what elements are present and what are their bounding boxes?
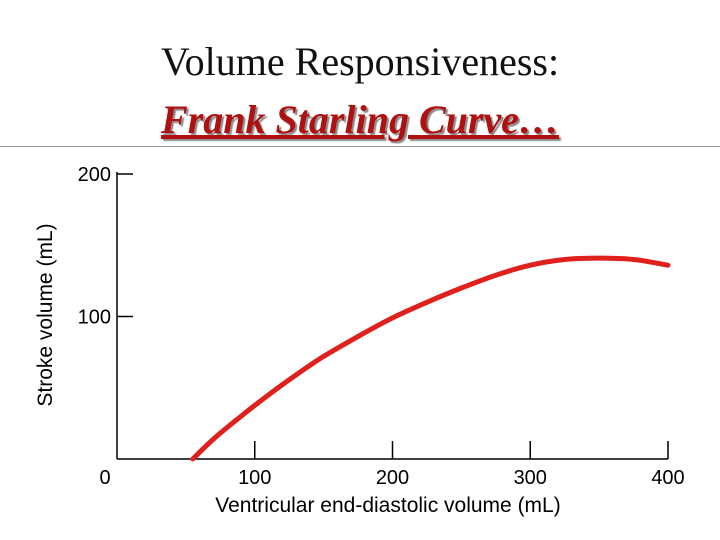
- origin-label: 0: [99, 467, 110, 489]
- y-axis-label: Stroke volume (mL): [34, 223, 57, 406]
- slide-title: Volume Responsiveness:: [160, 39, 560, 84]
- y-ticks: 100 200: [78, 164, 133, 329]
- series-line-stroke-volume: [190, 255, 671, 462]
- x-tick-label: 100: [238, 467, 271, 489]
- y-tick-label: 100: [78, 307, 111, 329]
- title-divider: [0, 146, 720, 147]
- x-tick-label: 400: [651, 467, 684, 489]
- x-tick-label: 200: [376, 467, 409, 489]
- x-axis-label: Ventricular end-diastolic volume (mL): [215, 494, 560, 517]
- x-tick-label: 300: [514, 467, 547, 489]
- slide-subtitle: Frank Starling Curve…: [161, 97, 559, 142]
- y-tick-label: 200: [78, 164, 111, 186]
- x-ticks: 100 200 300 400: [238, 441, 685, 489]
